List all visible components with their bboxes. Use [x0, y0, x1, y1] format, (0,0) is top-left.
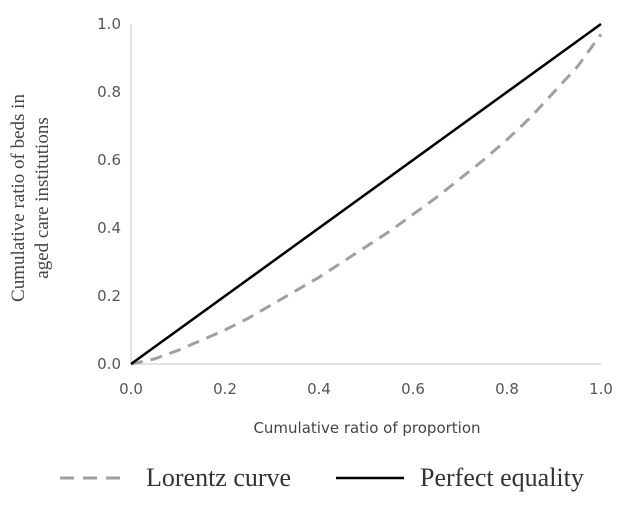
x-tick-label: 0.6 — [401, 380, 425, 398]
x-tick-label: 1.0 — [589, 380, 613, 398]
x-tick-label: 0.4 — [307, 380, 331, 398]
x-axis-label: Cumulative ratio of proportion — [253, 419, 480, 437]
y-tick-label: 1.0 — [97, 15, 121, 33]
series-line-lorentz-curve — [130, 33, 603, 366]
legend-label-lorentz-curve: Lorentz curve — [146, 463, 291, 492]
y-tick-label: 0.4 — [97, 219, 121, 237]
y-axis-label-line-1: Cumulative ratio of beds in — [8, 94, 29, 302]
x-tick-label: 0.2 — [213, 380, 237, 398]
y-tick-label: 0.8 — [97, 83, 121, 101]
y-tick-label: 0.0 — [97, 355, 121, 373]
axis-labels: Cumulative ratio of proportion Cumulativ… — [8, 94, 481, 437]
y-tick-label: 0.2 — [97, 287, 121, 305]
x-tick-label: 0.8 — [495, 380, 519, 398]
axes: 0.0 0.2 0.4 0.6 0.8 1.0 0.0 0.2 0.4 0.6 0.8 1.0 — [97, 15, 613, 398]
y-axis-label-line-2: aged care institutions — [32, 117, 53, 278]
legend: Lorentz curve Perfect equality — [60, 463, 584, 492]
y-tick-label: 0.6 — [97, 151, 121, 169]
series-line-perfect-equality — [130, 22, 602, 366]
series-layer — [130, 22, 603, 366]
x-tick-label: 0.0 — [119, 380, 143, 398]
legend-label-perfect-equality: Perfect equality — [420, 463, 584, 492]
